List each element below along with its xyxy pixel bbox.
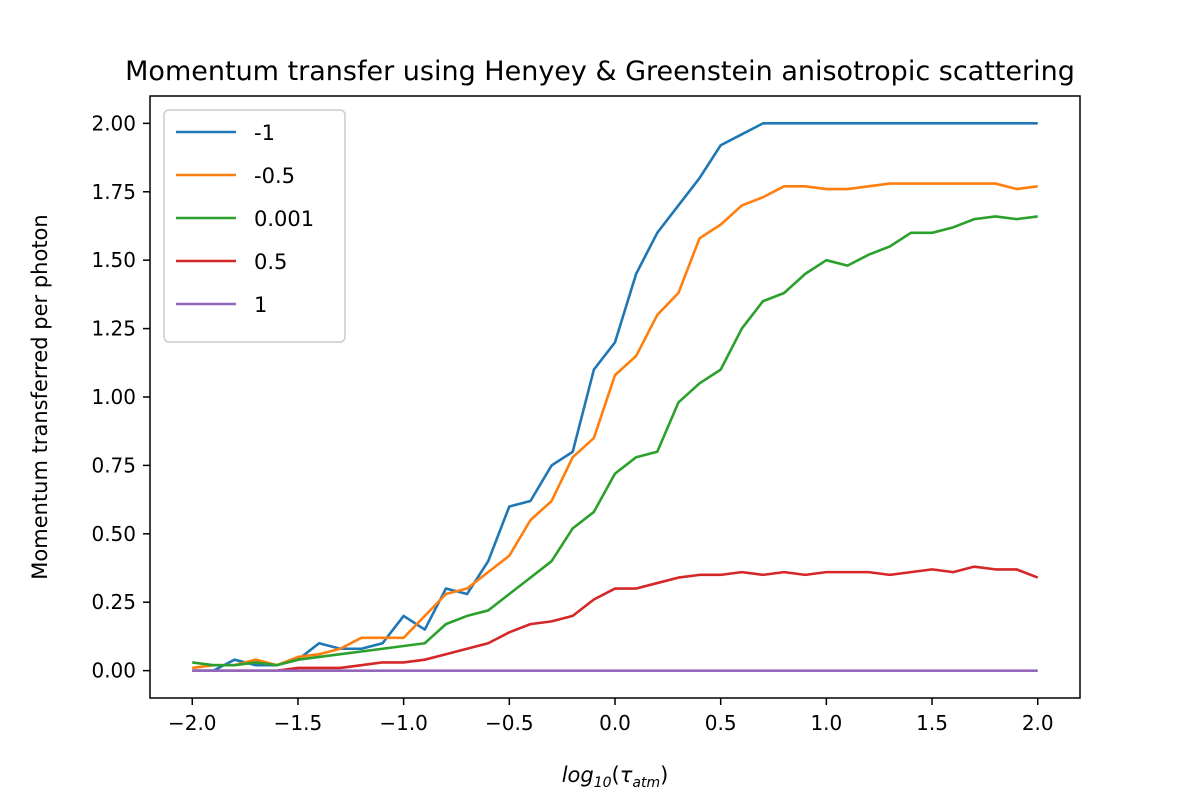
y-tick-label: 1.75 [91, 180, 136, 204]
x-tick-label: 0.0 [599, 711, 631, 735]
legend: -1 -0.5 0.001 0.5 1 [163, 109, 346, 343]
x-tick-label: 1.5 [916, 711, 948, 735]
y-tick-label: 2.00 [91, 111, 136, 135]
x-tick-label: 2.0 [1022, 711, 1054, 735]
series-line-3 [192, 565, 1039, 672]
x-tick-label: 1.0 [810, 711, 842, 735]
y-axis-label: Momentum transferred per photon [28, 214, 52, 579]
series-layer [192, 122, 1039, 672]
y-tick-label: 1.25 [91, 317, 136, 341]
series-line-2 [192, 215, 1038, 667]
x-tick-label: −1.0 [379, 711, 428, 735]
legend-box [163, 109, 346, 343]
x-tick-label: −0.5 [485, 711, 534, 735]
x-tick-label: −2.0 [168, 711, 217, 735]
x-axis-label: log10(τatm) [562, 763, 669, 791]
y-tick-label: 0.00 [91, 659, 136, 683]
chart-title: Momentum transfer using Henyey & Greenst… [125, 56, 1075, 87]
legend-label: 0.5 [254, 250, 287, 274]
x-tick-label: −1.5 [274, 711, 323, 735]
legend-label: 1 [254, 293, 267, 317]
x-tick-label: 0.5 [705, 711, 737, 735]
series-line-0 [192, 122, 1038, 672]
y-axis-ticks: 0.00 0.25 0.50 0.75 1.00 1.25 1.50 1.75 2.00 [91, 111, 150, 683]
y-tick-label: 0.75 [91, 453, 136, 477]
y-tick-label: 1.00 [91, 385, 136, 409]
x-axis-ticks: −2.0 −1.5 −1.0 −0.5 0.0 0.5 1.0 1.5 2.0 [168, 698, 1054, 735]
y-tick-label: 0.50 [91, 522, 136, 546]
y-tick-label: 1.50 [91, 248, 136, 272]
legend-label: -1 [254, 121, 275, 145]
legend-label: 0.001 [254, 207, 314, 231]
legend-label: -0.5 [254, 164, 295, 188]
series-line-1 [192, 182, 1038, 670]
y-tick-label: 0.25 [91, 590, 136, 614]
